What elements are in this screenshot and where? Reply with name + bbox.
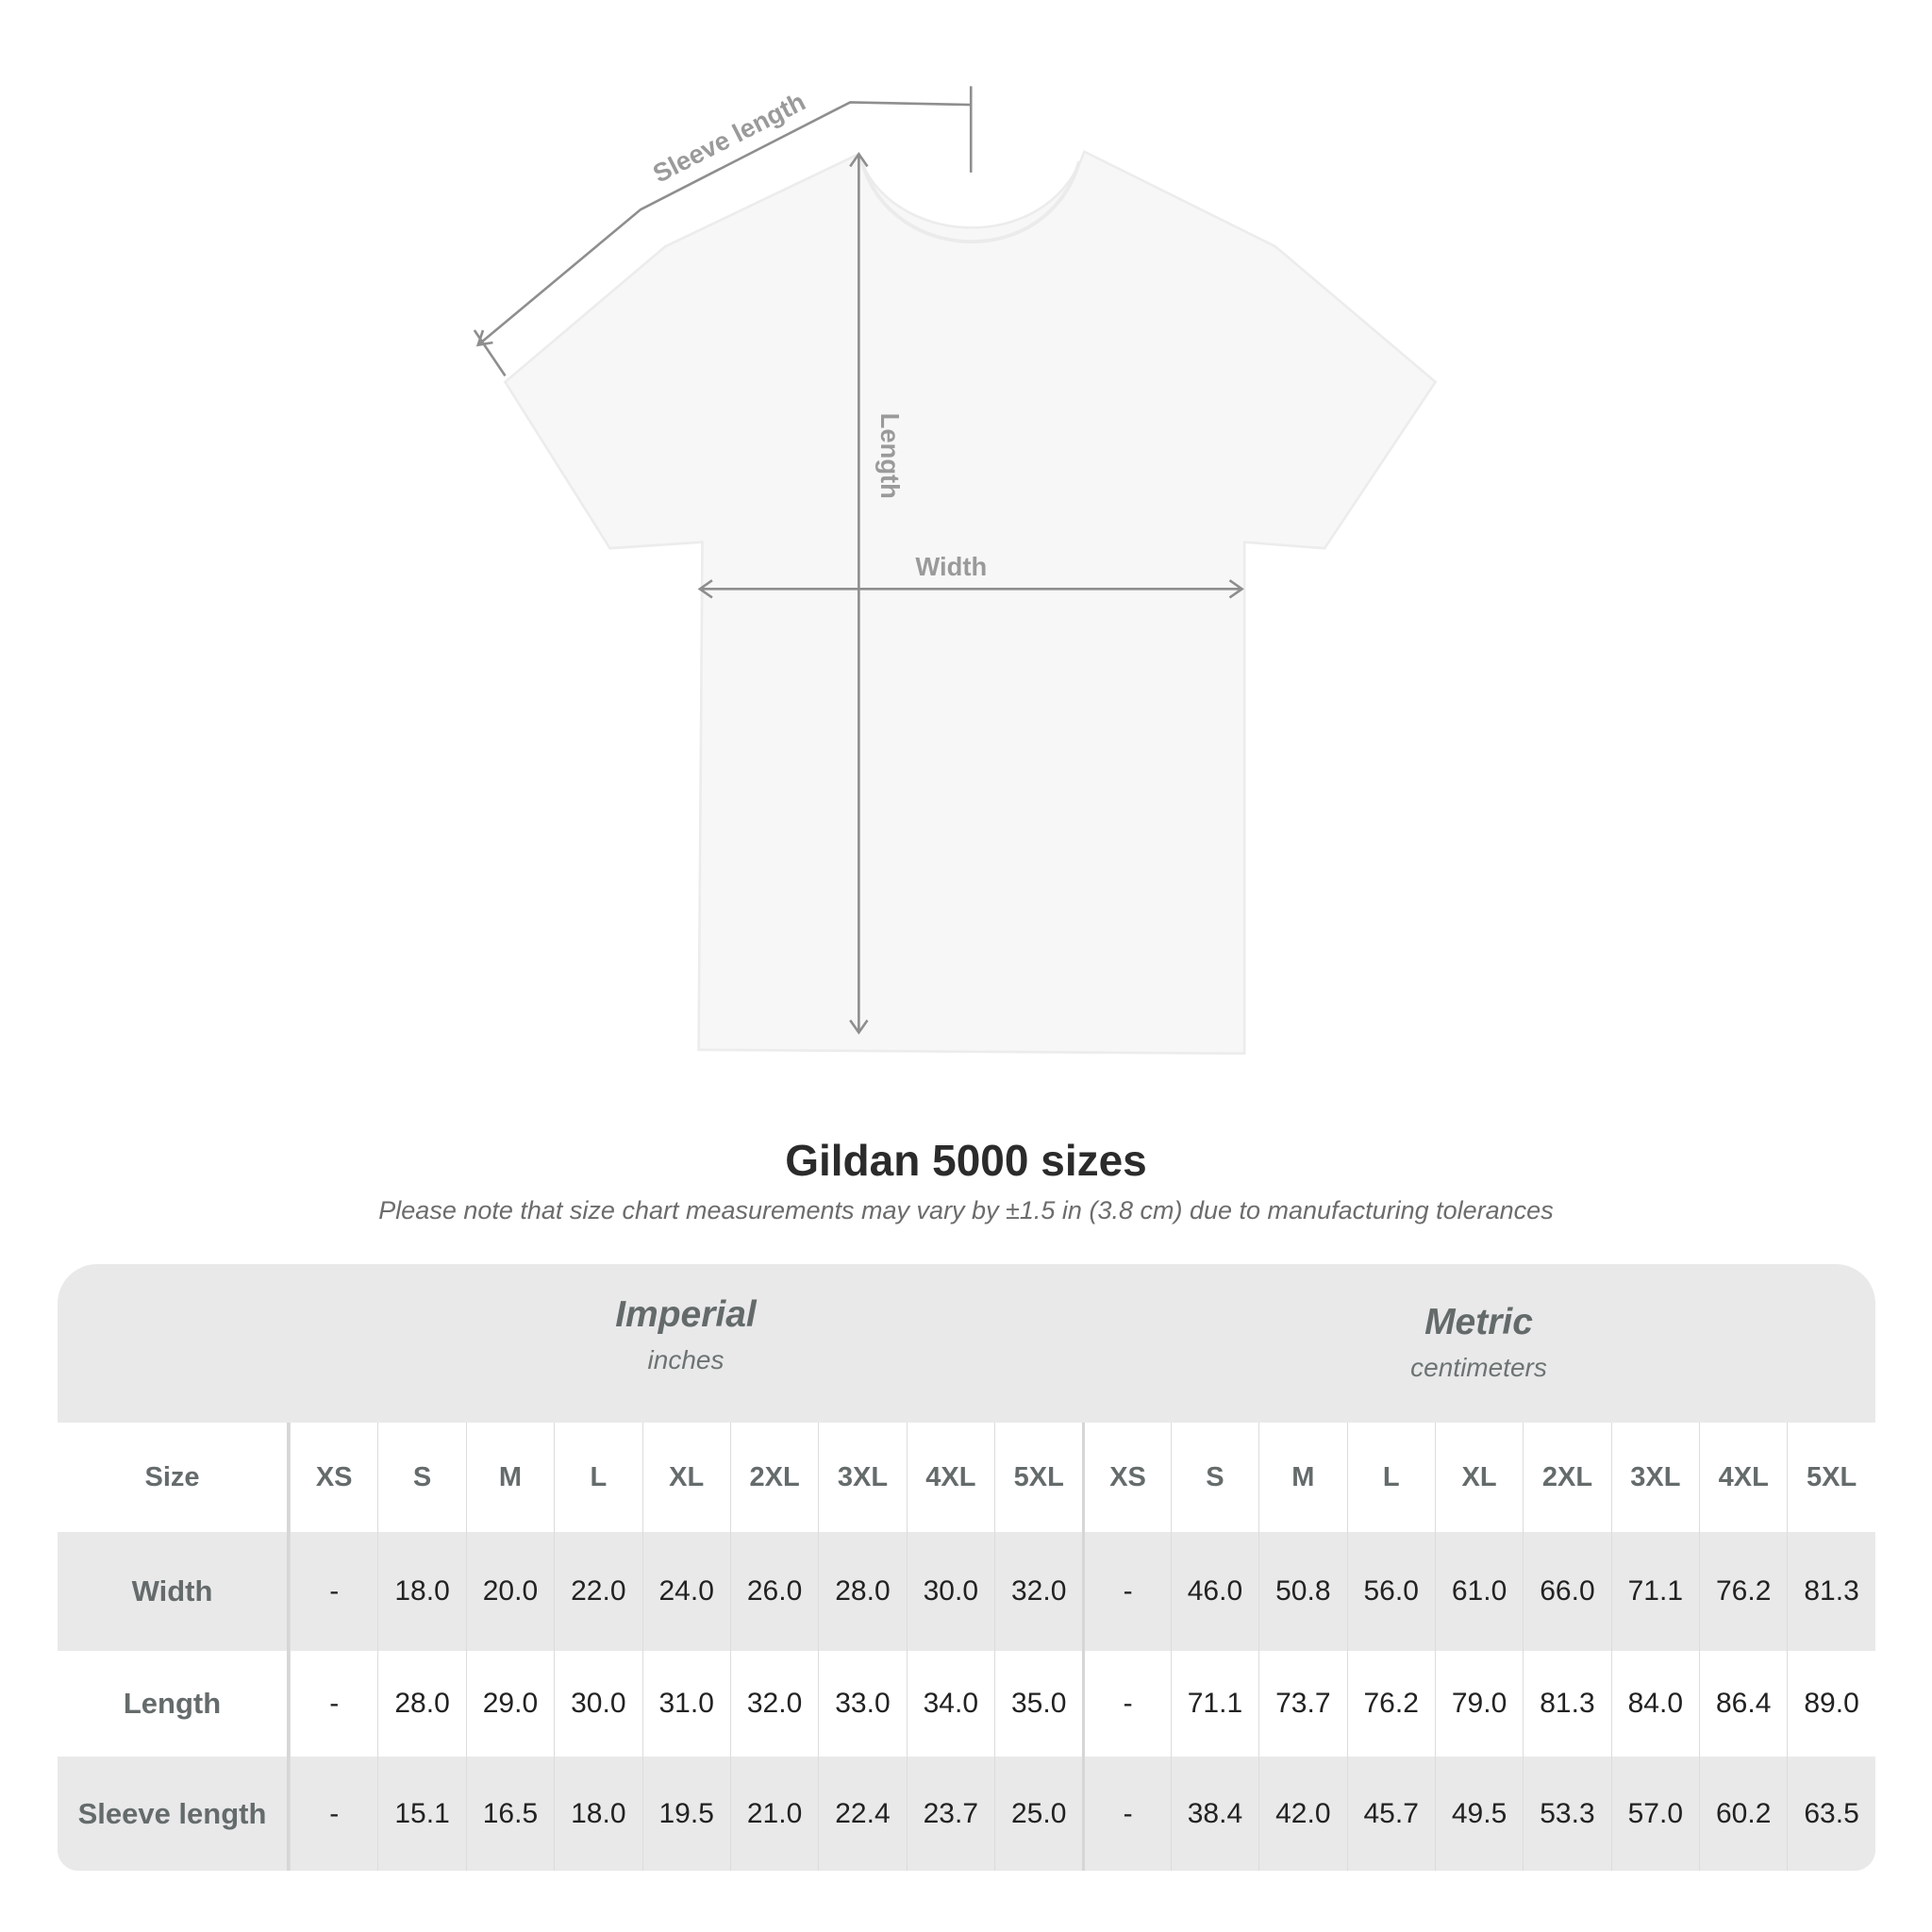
collar bbox=[860, 160, 1082, 244]
table-row: Sleeve length -15.1 16.5 18.0 19.5 21.0 22.4 23… bbox=[58, 1757, 1875, 1871]
size-header-cell: XL bbox=[641, 1423, 730, 1532]
imperial-value-cell: 21.0 bbox=[729, 1757, 818, 1871]
metric-value-cell: 89.0 bbox=[1787, 1651, 1874, 1757]
measurement-arrows bbox=[473, 86, 1244, 1035]
row-label: Width bbox=[58, 1532, 290, 1651]
metric-value-cell: 45.7 bbox=[1346, 1757, 1435, 1871]
size-table: Imperial inches Metric centimeters Size X… bbox=[58, 1264, 1875, 1871]
size-header-cell: M bbox=[465, 1423, 554, 1532]
size-header-cell: 3XL bbox=[1610, 1423, 1699, 1532]
imperial-value-cell: 16.5 bbox=[465, 1757, 554, 1871]
size-header-cell: XL bbox=[1434, 1423, 1523, 1532]
metric-value-cell: 81.3 bbox=[1523, 1651, 1610, 1757]
metric-value-cell: 73.7 bbox=[1258, 1651, 1346, 1757]
metric-value-cell: 49.5 bbox=[1434, 1757, 1523, 1871]
imperial-value-cell: 32.0 bbox=[729, 1651, 818, 1757]
metric-title: Metric bbox=[1424, 1302, 1533, 1342]
imperial-value-cell: 20.0 bbox=[465, 1532, 554, 1651]
metric-value-cell: 71.1 bbox=[1170, 1651, 1258, 1757]
imperial-value-cell: 18.0 bbox=[377, 1532, 465, 1651]
metric-value-cell: 42.0 bbox=[1258, 1757, 1346, 1871]
imperial-value-cell: 32.0 bbox=[994, 1532, 1082, 1651]
size-header-cell: 5XL bbox=[1787, 1423, 1874, 1532]
metric-value-cell: 86.4 bbox=[1699, 1651, 1787, 1757]
imperial-header: Imperial inches bbox=[290, 1294, 1082, 1453]
size-header-cell: L bbox=[554, 1423, 641, 1532]
size-header-cell: M bbox=[1258, 1423, 1346, 1532]
metric-value-cell: 60.2 bbox=[1699, 1757, 1787, 1871]
size-header-cell: S bbox=[1170, 1423, 1258, 1532]
imperial-value-cell: 19.5 bbox=[641, 1757, 730, 1871]
metric-value-cell: 46.0 bbox=[1170, 1532, 1258, 1651]
size-header-cell: 3XL bbox=[818, 1423, 906, 1532]
row-label: Length bbox=[58, 1651, 290, 1757]
imperial-value-cell: 33.0 bbox=[818, 1651, 906, 1757]
metric-value-cell: 57.0 bbox=[1610, 1757, 1699, 1871]
metric-value-cell: - bbox=[1082, 1651, 1170, 1757]
size-label: Size bbox=[58, 1423, 290, 1532]
tshirt-shape bbox=[503, 149, 1438, 1056]
size-header-cell: 4XL bbox=[906, 1423, 994, 1532]
length-label: Length bbox=[875, 413, 905, 499]
imperial-value-cell: 30.0 bbox=[554, 1651, 641, 1757]
imperial-value-cell: 28.0 bbox=[818, 1532, 906, 1651]
imperial-value-cell: 26.0 bbox=[729, 1532, 818, 1651]
imperial-value-cell: 18.0 bbox=[554, 1757, 641, 1871]
sleeve-label: Sleeve length bbox=[648, 87, 810, 189]
size-header-cell: XS bbox=[1082, 1423, 1170, 1532]
width-label: Width bbox=[915, 552, 987, 581]
imperial-unit: inches bbox=[647, 1345, 724, 1374]
metric-value-cell: 79.0 bbox=[1434, 1651, 1523, 1757]
metric-value-cell: - bbox=[1082, 1532, 1170, 1651]
imperial-value-cell: 30.0 bbox=[906, 1532, 994, 1651]
imperial-value-cell: 22.4 bbox=[818, 1757, 906, 1871]
metric-unit: centimeters bbox=[1410, 1353, 1547, 1382]
imperial-value-cell: - bbox=[290, 1651, 377, 1757]
imperial-value-cell: 25.0 bbox=[994, 1757, 1082, 1871]
metric-value-cell: 76.2 bbox=[1699, 1532, 1787, 1651]
imperial-value-cell: 31.0 bbox=[641, 1651, 730, 1757]
size-header-cell: L bbox=[1346, 1423, 1435, 1532]
metric-value-cell: 81.3 bbox=[1787, 1532, 1874, 1651]
table-row: Length -28.0 29.0 30.0 31.0 32.0 33.0 34.0 35.0-… bbox=[58, 1651, 1875, 1757]
imperial-value-cell: 35.0 bbox=[994, 1651, 1082, 1757]
size-header-cell: 4XL bbox=[1699, 1423, 1787, 1532]
row-label: Sleeve length bbox=[58, 1757, 290, 1871]
size-header-cell: 5XL bbox=[994, 1423, 1082, 1532]
size-header-cell: XS bbox=[290, 1423, 377, 1532]
imperial-value-cell: 15.1 bbox=[377, 1757, 465, 1871]
imperial-value-cell: 24.0 bbox=[641, 1532, 730, 1651]
metric-value-cell: - bbox=[1082, 1757, 1170, 1871]
size-header-row: Size XS S M L XL 2XL 3XL 4XL 5XL XS S M L XL 2XL 3XL 4XL 5… bbox=[58, 1423, 1875, 1532]
size-header-cell: S bbox=[377, 1423, 465, 1532]
metric-value-cell: 56.0 bbox=[1346, 1532, 1435, 1651]
imperial-value-cell: - bbox=[290, 1532, 377, 1651]
metric-value-cell: 38.4 bbox=[1170, 1757, 1258, 1871]
imperial-value-cell: 29.0 bbox=[465, 1651, 554, 1757]
metric-value-cell: 61.0 bbox=[1434, 1532, 1523, 1651]
tolerance-note: Please note that size chart measurements… bbox=[378, 1196, 1554, 1224]
metric-value-cell: 63.5 bbox=[1787, 1757, 1874, 1871]
imperial-value-cell: 34.0 bbox=[906, 1651, 994, 1757]
imperial-value-cell: - bbox=[290, 1757, 377, 1871]
table-row: Width -18.0 20.0 22.0 24.0 26.0 28.0 30.0 32.0-4… bbox=[58, 1532, 1875, 1651]
metric-value-cell: 66.0 bbox=[1523, 1532, 1610, 1651]
imperial-value-cell: 22.0 bbox=[554, 1532, 641, 1651]
metric-value-cell: 71.1 bbox=[1610, 1532, 1699, 1651]
imperial-value-cell: 23.7 bbox=[906, 1757, 994, 1871]
sleeve-arrow bbox=[473, 86, 973, 377]
size-header-cell: 2XL bbox=[729, 1423, 818, 1532]
metric-value-cell: 76.2 bbox=[1346, 1651, 1435, 1757]
metric-value-cell: 50.8 bbox=[1258, 1532, 1346, 1651]
metric-header: Metric centimeters bbox=[1082, 1302, 1875, 1460]
page-title: Gildan 5000 sizes bbox=[785, 1136, 1147, 1185]
size-header-cell: 2XL bbox=[1523, 1423, 1610, 1532]
imperial-value-cell: 28.0 bbox=[377, 1651, 465, 1757]
imperial-title: Imperial bbox=[615, 1294, 757, 1335]
metric-value-cell: 84.0 bbox=[1610, 1651, 1699, 1757]
metric-value-cell: 53.3 bbox=[1523, 1757, 1610, 1871]
